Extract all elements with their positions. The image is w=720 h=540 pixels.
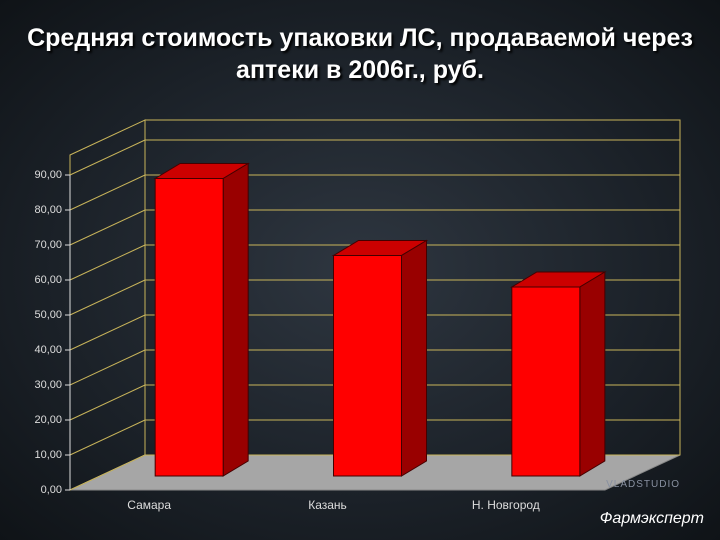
bar: [511, 286, 581, 477]
y-tick-label: 0,00: [41, 484, 62, 496]
grid-line: [69, 174, 146, 211]
chart-title: Средняя стоимость упаковки ЛС, продаваем…: [27, 24, 693, 84]
grid-line: [69, 454, 146, 491]
y-tick-label: 70,00: [34, 239, 62, 251]
y-tick-label: 60,00: [34, 274, 62, 286]
bar: [333, 255, 402, 477]
watermark: VLADSTUDIO: [606, 479, 680, 490]
grid-line: [69, 384, 146, 421]
x-tick-label: Казань: [308, 498, 347, 512]
grid-line: [69, 139, 146, 176]
grid-line: [69, 209, 146, 246]
grid-line: [69, 314, 146, 351]
x-tick-label: Н. Новгород: [472, 498, 540, 512]
grid-line: [69, 244, 146, 281]
y-tick-label: 30,00: [34, 379, 62, 391]
grid-line: [69, 279, 146, 316]
side-wall: [69, 119, 146, 491]
bar: [154, 178, 224, 477]
y-tick-label: 50,00: [34, 309, 62, 321]
grid-line: [69, 349, 146, 386]
x-tick-label: Самара: [127, 498, 171, 512]
y-tick-label: 10,00: [34, 449, 62, 461]
source: Фармэксперт: [599, 510, 704, 527]
y-tick-label: 20,00: [34, 414, 62, 426]
y-tick-label: 80,00: [34, 204, 62, 216]
bar-side: [579, 271, 606, 477]
grid-line: [69, 419, 146, 456]
y-tick-label: 90,00: [34, 169, 62, 181]
bar-side: [401, 239, 427, 477]
y-tick-label: 40,00: [34, 344, 62, 356]
bar-side: [222, 162, 249, 477]
